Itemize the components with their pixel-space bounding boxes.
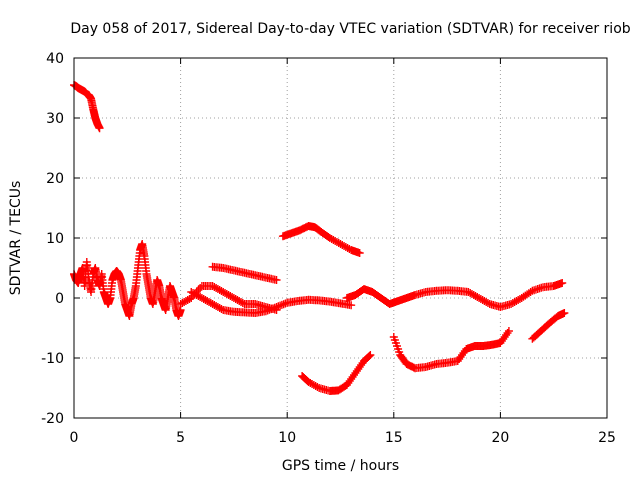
series-markers	[187, 288, 356, 317]
y-tick-label: 20	[46, 171, 64, 187]
series-markers	[208, 262, 281, 284]
series-afternoon-high	[278, 222, 364, 257]
x-tick-label: 5	[176, 430, 185, 446]
y-tick-label: 10	[46, 231, 64, 247]
series-afternoon-mid	[342, 279, 567, 311]
x-tick-label: 0	[70, 430, 79, 446]
tick-layer: 0 5 10 15 20 25 -20 -10 0 10 20 30 40	[41, 51, 616, 446]
data-layer	[70, 81, 569, 395]
x-tick-label: 20	[491, 430, 509, 446]
series-markers	[176, 282, 281, 314]
x-tick-label: 15	[385, 430, 403, 446]
series-afternoon-low	[298, 351, 375, 395]
y-tick-label: 40	[46, 51, 64, 67]
y-axis-label: SDTVAR / TECUs	[8, 181, 24, 296]
series-markers	[342, 279, 567, 311]
series-markers	[278, 222, 364, 257]
x-tick-label: 10	[278, 430, 296, 446]
series-markers	[298, 351, 375, 395]
series-markers	[528, 309, 569, 343]
y-tick-label: 0	[55, 291, 64, 307]
y-tick-label: 30	[46, 111, 64, 127]
x-axis-label: GPS time / hours	[282, 458, 399, 474]
series-late-low	[528, 309, 569, 343]
series-markers	[389, 327, 513, 373]
y-tick-label: -10	[41, 351, 64, 367]
series-evening-low	[389, 327, 513, 373]
series-midday-upper	[208, 262, 281, 284]
series-midday-rise	[176, 282, 281, 314]
series-midday-lower	[187, 288, 356, 317]
x-tick-label: 25	[598, 430, 616, 446]
chart-title: Day 058 of 2017, Sidereal Day-to-day VTE…	[70, 21, 630, 37]
y-tick-label: -20	[41, 411, 64, 427]
